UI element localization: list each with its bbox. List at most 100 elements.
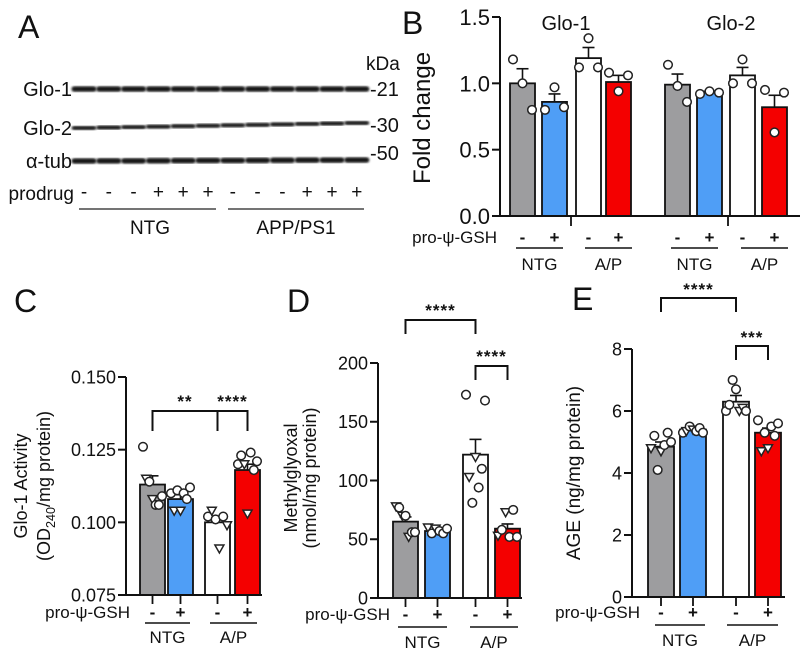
data-point-circle xyxy=(539,104,551,115)
bar xyxy=(722,400,750,598)
genotype-label: NTG xyxy=(662,631,698,650)
data-point-circle xyxy=(496,524,507,535)
blot-band xyxy=(220,123,246,128)
treatment-sign: + xyxy=(243,603,253,622)
data-point-circle xyxy=(752,415,764,426)
data-point-triangle xyxy=(213,544,226,555)
blot-band xyxy=(195,157,221,164)
y-tick-label: 1.5 xyxy=(459,5,490,30)
genotype-label: A/P xyxy=(480,633,507,652)
prodrug-sign: - xyxy=(130,182,136,203)
data-point-circle xyxy=(473,482,484,493)
treatment-sign: + xyxy=(433,605,443,624)
significance-label: **** xyxy=(683,280,713,299)
panel-c-chart: - + - +0.075 0.100 0.125 0.150 Glo-1 Activity(O… xyxy=(11,367,263,647)
data-point-circle xyxy=(409,527,421,538)
prodrug-sign: + xyxy=(153,182,164,203)
blot-band xyxy=(96,125,122,130)
kda-marker: -30 xyxy=(370,115,399,137)
blot-band xyxy=(344,121,370,125)
panel-e-chart: - + - +0 2 4 6 8 AGE (ng/mg protein) pro-ψ-GSH NTG… xyxy=(555,280,785,650)
data-point-triangle xyxy=(499,507,512,519)
y-tick-label: 100 xyxy=(338,471,368,491)
treatment-sign: - xyxy=(658,603,664,622)
data-point-circle xyxy=(603,67,615,78)
blot-band xyxy=(145,124,171,129)
data-point-circle xyxy=(549,82,560,93)
prodrug-sign: - xyxy=(230,182,236,203)
treatment-sign: - xyxy=(150,603,156,622)
data-point-circle xyxy=(153,499,164,510)
blot-band xyxy=(294,121,320,126)
data-point-triangle xyxy=(238,459,251,471)
blot-band xyxy=(269,122,295,127)
kda-marker: -50 xyxy=(370,143,399,165)
treatment-label: pro-ψ-GSH xyxy=(412,228,497,247)
blot-band xyxy=(319,157,345,163)
bar xyxy=(575,57,602,217)
panel-d-chart: - + - +0 50 100 150 200 Methylglyoxal (nmol/mg pr… xyxy=(281,301,523,652)
y-tick-label: 150 xyxy=(338,412,368,432)
blot-band xyxy=(71,86,97,92)
data-point-circle xyxy=(704,86,715,97)
y-tick-label: 0.125 xyxy=(71,440,116,460)
y-tick-label: 0.075 xyxy=(71,585,116,605)
data-point-circle xyxy=(697,427,709,438)
bar xyxy=(696,91,723,217)
y-axis-label: Fold change xyxy=(409,52,436,184)
data-point-circle xyxy=(769,430,780,441)
genotype-label: NTG xyxy=(677,255,713,274)
significance-bracket xyxy=(151,410,219,431)
treatment-sign: - xyxy=(740,228,746,247)
significance-label: ** xyxy=(177,392,192,411)
significance-label: *** xyxy=(741,328,764,347)
y-axis-units-pre: (OD xyxy=(34,528,54,561)
significance-bracket xyxy=(216,410,249,431)
data-point-circle xyxy=(672,80,683,92)
panel-letter-c: C xyxy=(14,283,37,319)
data-point-circle xyxy=(476,463,487,474)
data-point-circle xyxy=(441,523,453,534)
genotype-label: NTG xyxy=(522,255,558,274)
data-point-circle xyxy=(245,447,256,458)
data-point-triangle xyxy=(463,472,475,484)
y-tick-label: 0 xyxy=(358,588,368,608)
data-point-circle xyxy=(479,395,491,406)
blot-band xyxy=(145,157,171,164)
data-point-circle xyxy=(681,96,693,107)
y-tick-label: 0.5 xyxy=(459,138,490,163)
blot-band xyxy=(344,86,370,92)
band-label: Glo-2 xyxy=(23,118,72,140)
data-point-triangle xyxy=(762,443,774,455)
y-axis-label: AGE (ng/mg protein) xyxy=(564,386,585,560)
blot-band xyxy=(71,158,97,164)
group-label: APP/PS1 xyxy=(256,218,335,239)
y-tick-label: 1.0 xyxy=(459,71,490,96)
data-point-circle xyxy=(137,441,149,452)
treatment-sign: + xyxy=(705,228,715,247)
data-point-triangle xyxy=(241,509,254,520)
blot-band xyxy=(344,157,370,163)
data-point-circle xyxy=(573,62,585,73)
data-point-circle xyxy=(236,450,247,461)
y-tick-label: 200 xyxy=(338,353,368,373)
blot-band xyxy=(71,126,97,130)
y-tick-label: 4 xyxy=(612,463,622,483)
treatment-sign: + xyxy=(770,228,780,247)
blot-band xyxy=(220,86,246,92)
bar xyxy=(424,530,451,599)
bar xyxy=(234,469,261,596)
treatment-sign: - xyxy=(675,228,681,247)
prodrug-sign: - xyxy=(81,182,87,203)
blot-band xyxy=(145,86,171,92)
treatment-sign: - xyxy=(403,605,409,624)
significance-bracket xyxy=(660,297,737,312)
data-point-triangle xyxy=(469,452,482,464)
y-axis-label: Methylglyoxal xyxy=(281,423,301,532)
data-point-circle xyxy=(467,497,478,508)
significance-bracket xyxy=(474,365,509,380)
data-point-circle xyxy=(184,482,196,493)
blot-band xyxy=(294,86,320,92)
